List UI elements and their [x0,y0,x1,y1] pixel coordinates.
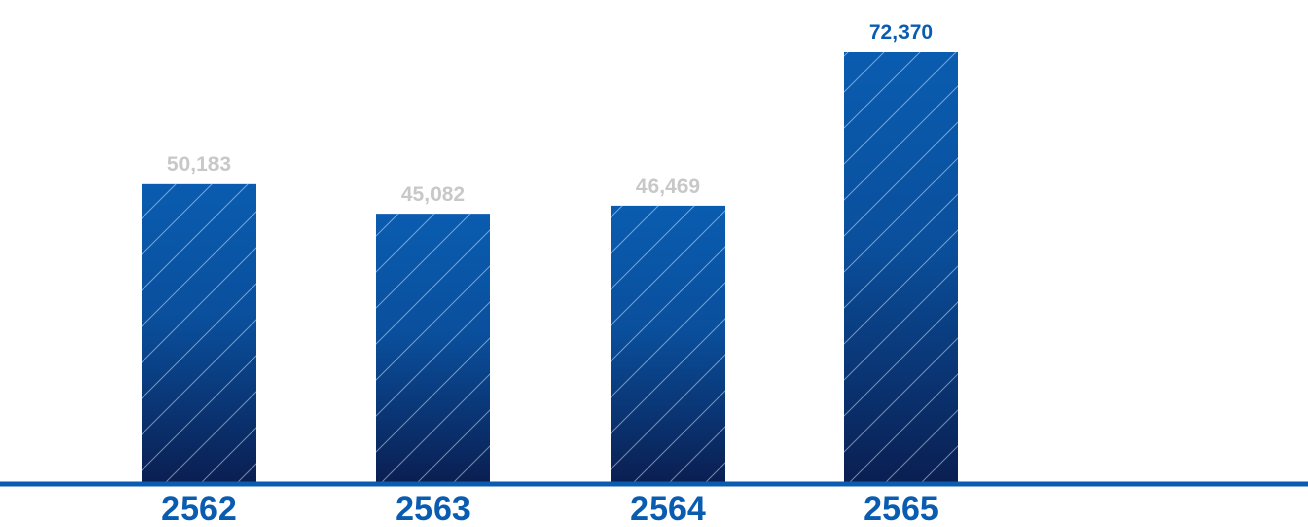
value-labels-group: 50,183 45,082 46,469 72,370 [167,21,933,206]
bars-group [142,52,958,483]
value-label-2564: 46,469 [636,175,700,198]
category-label-2563: 2563 [395,490,471,527]
bar-hatch-2564 [611,205,725,482]
bar-hatch-2565 [844,52,958,482]
category-label-2565: 2565 [863,490,939,527]
category-label-2562: 2562 [161,490,237,527]
bar-hatch-2563 [376,214,490,483]
value-label-2563: 45,082 [401,183,465,206]
category-label-2564: 2564 [630,490,706,527]
value-label-2562: 50,183 [167,153,231,176]
bar-hatch-2562 [142,183,256,482]
category-labels-group: 2562 2563 2564 2565 [161,490,939,527]
value-label-2565: 72,370 [869,21,933,44]
